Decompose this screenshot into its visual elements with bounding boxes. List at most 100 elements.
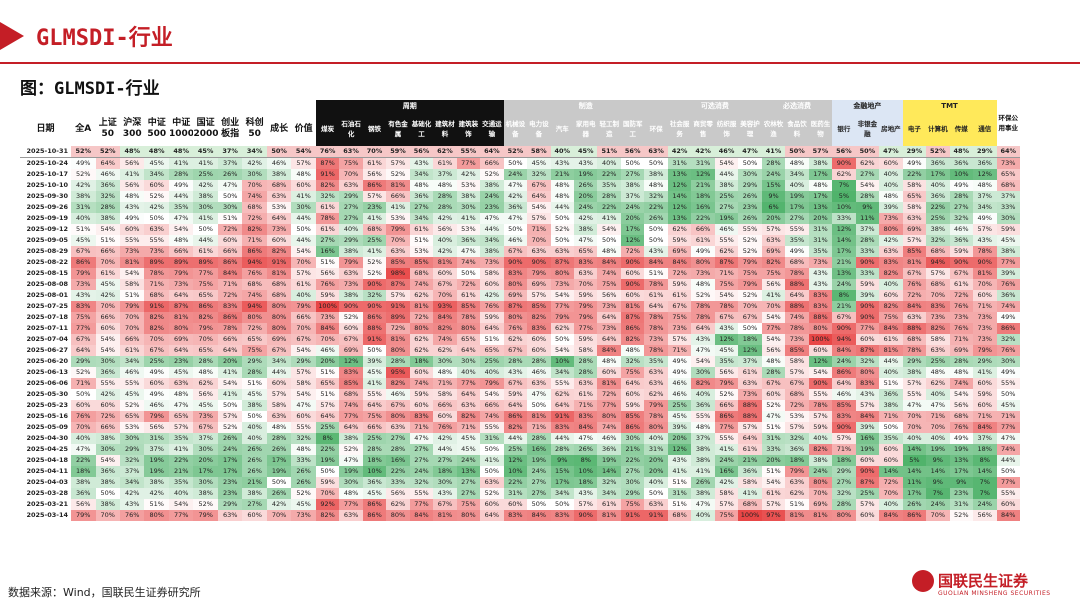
- heat-cell: 61%: [761, 488, 786, 499]
- heat-cell: 38%: [95, 477, 120, 488]
- heat-cell: 23%: [362, 202, 387, 213]
- heat-cell: 40%: [691, 510, 715, 521]
- heat-cell: 30%: [433, 356, 457, 367]
- heat-cell: 55%: [550, 378, 575, 389]
- heat-cell: 25%: [480, 356, 504, 367]
- heat-cell: 43%: [503, 367, 528, 378]
- heat-cell: 60%: [480, 279, 504, 290]
- heat-cell: 45%: [456, 444, 481, 455]
- heat-cell: 17%: [550, 477, 575, 488]
- heat-cell: 90%: [855, 466, 880, 477]
- heat-cell: 47%: [217, 180, 243, 191]
- row-date: 2025-08-29: [26, 247, 69, 255]
- heat-cell: 47%: [926, 400, 950, 411]
- heat-cell: 68%: [926, 279, 950, 290]
- heat-cell: 36%: [738, 466, 762, 477]
- heat-cell: 79%: [339, 257, 363, 268]
- heat-cell: 38%: [456, 191, 481, 202]
- heat-cell: 27%: [409, 455, 434, 466]
- heat-cell: 57%: [266, 389, 292, 400]
- heat-cell: 63%: [902, 213, 927, 224]
- heat-cell: 6%: [761, 202, 786, 213]
- heat-cell: 50%: [217, 191, 243, 202]
- heat-cell: 82%: [527, 312, 551, 323]
- heat-cell: 40%: [879, 279, 903, 290]
- heat-cell: 35%: [714, 356, 739, 367]
- heat-cell: 24%: [217, 444, 243, 455]
- heat-cell: 24%: [527, 466, 551, 477]
- heat-cell: 79%: [71, 268, 96, 279]
- heat-cell: 31%: [667, 157, 692, 169]
- heat-cell: 34%: [480, 235, 504, 246]
- heat-cell: 27%: [949, 202, 974, 213]
- col-header-main: 沪深300: [122, 118, 142, 139]
- heat-cell: 5%: [902, 455, 927, 466]
- heat-cell: 60%: [291, 180, 316, 191]
- heat-cell: 68%: [738, 499, 762, 510]
- heat-cell: 50%: [71, 389, 96, 400]
- row-date: 2025-08-15: [26, 269, 69, 277]
- heat-cell: 77%: [550, 301, 575, 312]
- heat-cell: 7%: [832, 180, 856, 191]
- heat-cell: 27%: [832, 477, 856, 488]
- heat-cell: 65%: [193, 345, 218, 356]
- heat-cell: 61%: [315, 202, 340, 213]
- heat-cell: 57%: [902, 378, 927, 389]
- col-header-main: 中证500: [147, 118, 167, 139]
- heat-cell: 29%: [973, 356, 997, 367]
- heat-cell: 90%: [973, 257, 997, 268]
- heat-cell: 50%: [597, 235, 621, 246]
- heat-cell: 52%: [362, 268, 387, 279]
- heat-cell: 64%: [168, 290, 194, 301]
- heat-cell: 50%: [879, 422, 903, 433]
- heat-cell: 56%: [761, 279, 786, 290]
- heat-cell: 7%: [926, 488, 950, 499]
- heat-cell: 60%: [144, 378, 169, 389]
- heat-cell: 68%: [785, 257, 809, 268]
- heat-cell: 68%: [144, 290, 169, 301]
- heat-cell: 62%: [550, 323, 575, 334]
- heat-cell: 79%: [644, 400, 668, 411]
- heat-cell: 80%: [644, 422, 668, 433]
- table-row: 2025-03-28 36% 50% 42% 42% 40% 38% 23% 38% 26% 52%…: [20, 488, 1020, 499]
- heat-cell: 12%: [973, 169, 997, 180]
- heat-cell: 67%: [667, 301, 692, 312]
- row-date: 2025-07-11: [26, 324, 69, 332]
- heat-cell: 54%: [291, 389, 316, 400]
- heat-cell: 26%: [738, 191, 762, 202]
- heat-cell: 39%: [996, 268, 1020, 279]
- heat-cell: 68%: [266, 180, 292, 191]
- heat-cell: 48%: [291, 169, 316, 180]
- heat-cell: 100%: [315, 301, 340, 312]
- col-header-cycle: 钢铁: [362, 112, 387, 146]
- heat-cell: 40%: [902, 433, 927, 444]
- heat-cell: 40%: [71, 433, 96, 444]
- heat-cell: 26%: [242, 466, 267, 477]
- heat-cell: 53%: [456, 224, 481, 235]
- heat-cell: 18%: [785, 455, 809, 466]
- heat-cell: 13%: [949, 455, 974, 466]
- heat-cell: 37%: [620, 191, 645, 202]
- heat-cell: 33%: [386, 477, 410, 488]
- heat-cell: 68%: [266, 279, 292, 290]
- heat-cell: 12%: [503, 455, 528, 466]
- heat-cell: 45%: [574, 146, 598, 158]
- heat-cell: 74%: [242, 290, 267, 301]
- heat-cell: 82%: [879, 268, 903, 279]
- heat-cell: 16%: [714, 466, 739, 477]
- row-date: 2025-10-10: [26, 181, 69, 189]
- heat-cell: 57%: [714, 499, 739, 510]
- heat-cell: 27%: [456, 477, 481, 488]
- heat-cell: 68%: [409, 268, 434, 279]
- heat-cell: 72%: [95, 411, 120, 422]
- heat-cell: 30%: [620, 477, 645, 488]
- heat-cell: 45%: [527, 157, 551, 169]
- heat-cell: 90%: [832, 157, 856, 169]
- heat-cell: 10%: [949, 169, 974, 180]
- heat-cell: 73%: [996, 157, 1020, 169]
- heat-cell: 66%: [217, 246, 243, 257]
- heat-cell: 43%: [973, 235, 997, 246]
- heat-cell: 83%: [574, 257, 598, 268]
- heat-cell: 54%: [855, 180, 880, 191]
- heat-cell: 83%: [550, 510, 575, 521]
